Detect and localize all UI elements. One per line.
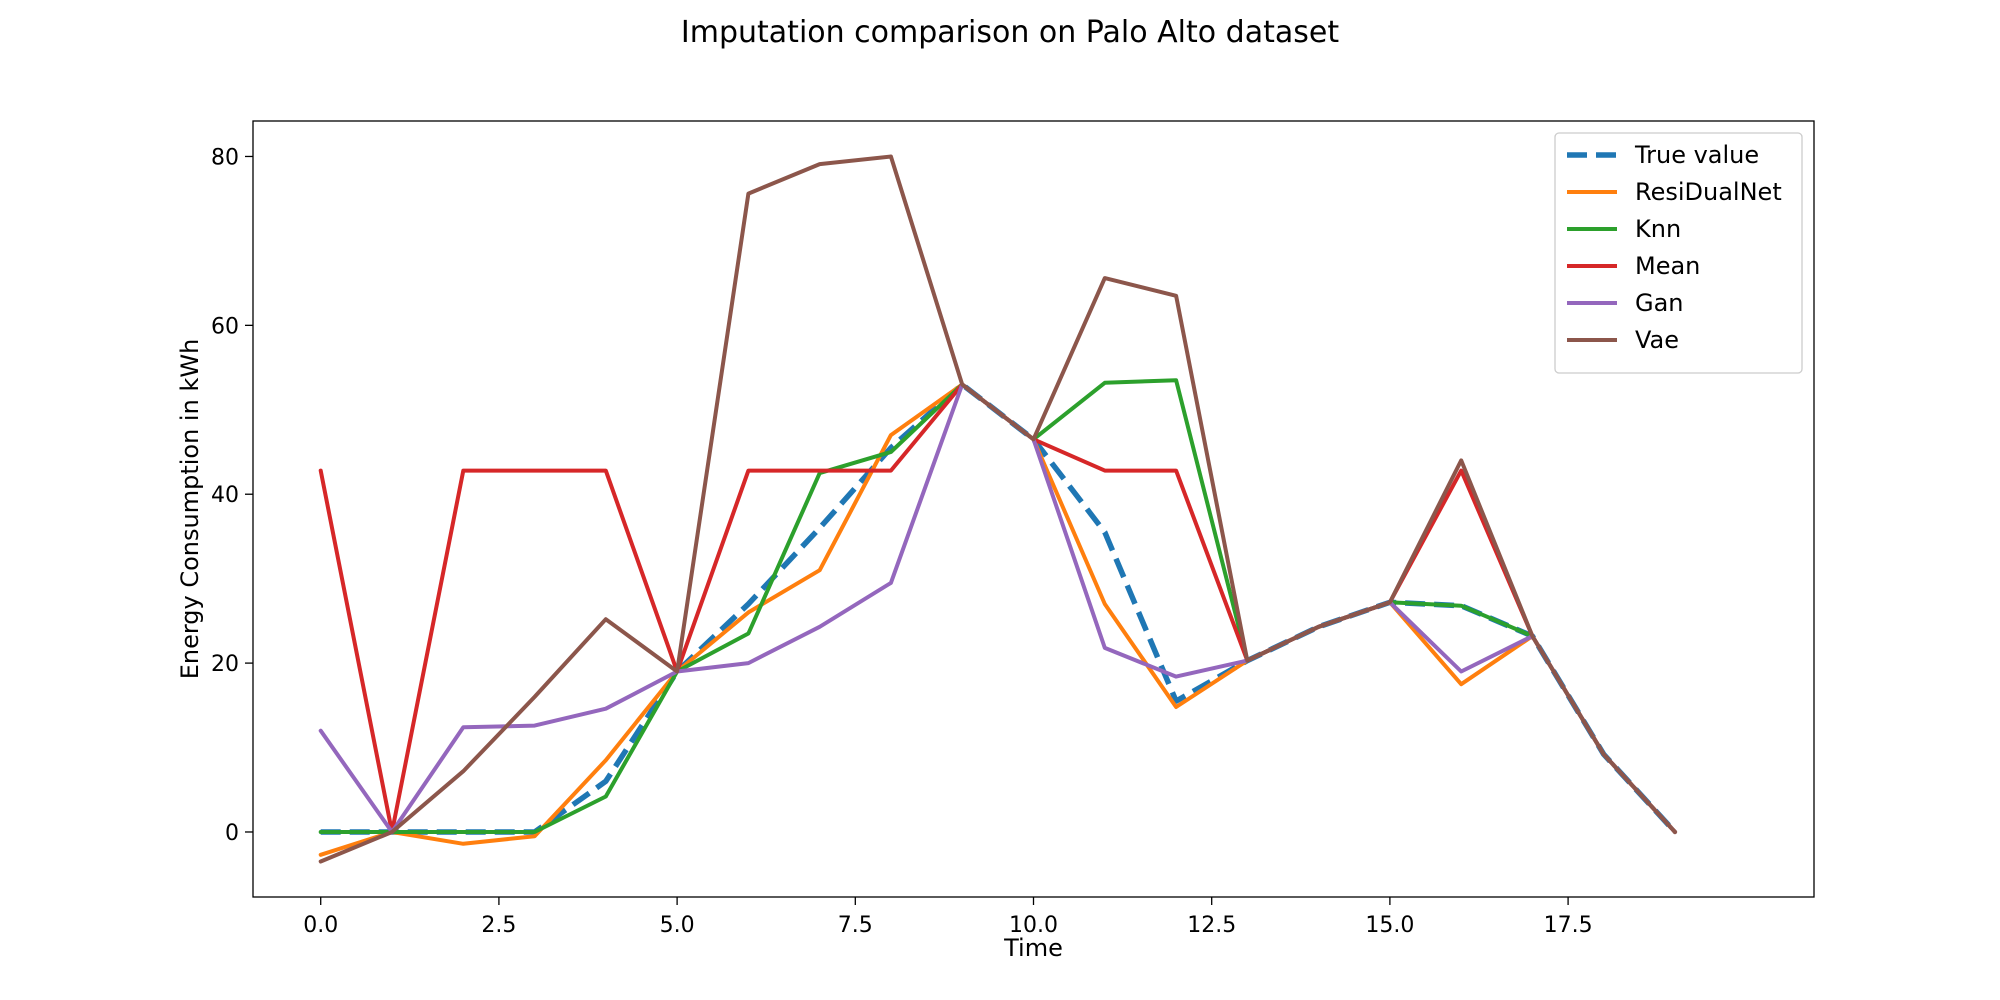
y-axis: 0 20 40 60 80: [211, 145, 253, 846]
legend-label: Gan: [1635, 289, 1684, 317]
x-tick-label: 15.0: [1365, 913, 1414, 938]
series-line-knn: [318, 378, 1677, 834]
y-tick-label: 60: [211, 314, 239, 339]
x-axis-title: Time: [1003, 934, 1063, 962]
x-tick-label: 17.5: [1544, 913, 1593, 938]
y-axis-title: Energy Consumption in kWh: [176, 339, 204, 680]
series-line-residualnet: [318, 382, 1677, 857]
y-tick-label: 80: [211, 145, 239, 170]
x-tick-label: 5.0: [660, 913, 695, 938]
legend-label: Mean: [1635, 252, 1700, 280]
legend-label: Vae: [1635, 326, 1679, 354]
y-tick-label: 0: [225, 821, 239, 846]
chart-title: Imputation comparison on Palo Alto datas…: [681, 15, 1339, 50]
x-tick-label: 10.0: [1009, 913, 1058, 938]
y-tick-label: 20: [211, 652, 239, 677]
x-tick-label: 0.0: [303, 913, 338, 938]
x-tick-label: 7.5: [838, 913, 873, 938]
y-tick-label: 40: [211, 483, 239, 508]
x-axis: 0.0 2.5 5.0 7.5 10.0 12.5 15.0 17.5: [303, 897, 1593, 938]
x-tick-label: 12.5: [1187, 913, 1236, 938]
series-layer: [318, 154, 1678, 864]
series-line-vae: [318, 154, 1677, 864]
legend-label: True value: [1634, 141, 1759, 169]
legend: True value ResiDualNet Knn Mean Gan Vae: [1554, 132, 1803, 374]
x-tick-label: 2.5: [481, 913, 516, 938]
legend-label: ResiDualNet: [1635, 178, 1782, 206]
legend-label: Knn: [1635, 215, 1681, 243]
